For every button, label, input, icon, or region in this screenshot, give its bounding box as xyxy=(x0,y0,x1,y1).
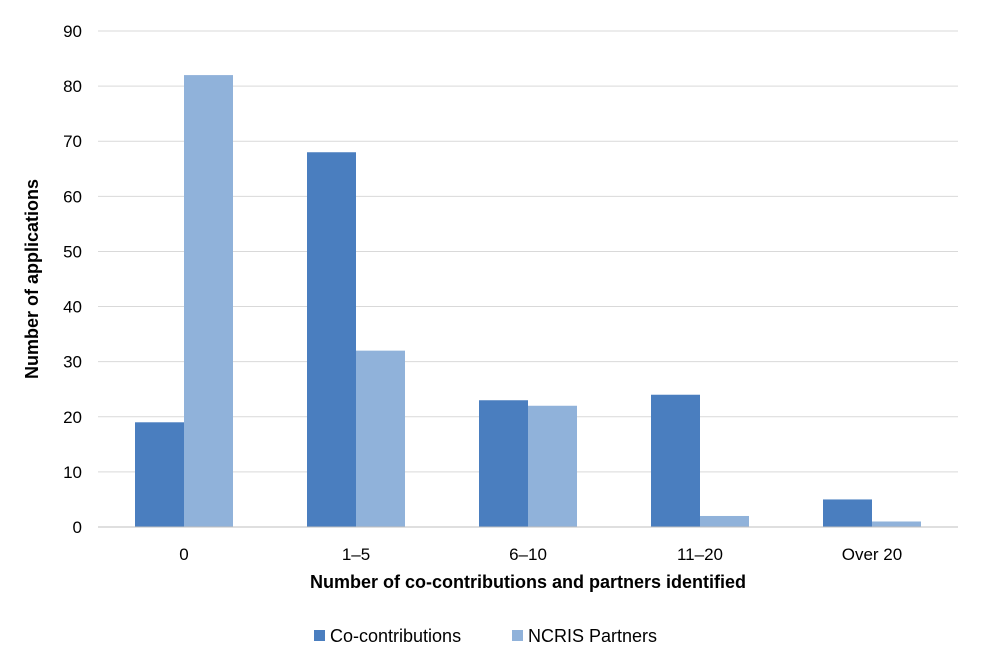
y-tick-label: 80 xyxy=(63,77,82,96)
x-tick-label: 6–10 xyxy=(509,545,547,564)
x-tick-label: 1–5 xyxy=(342,545,370,564)
y-tick-label: 40 xyxy=(63,298,82,317)
bars xyxy=(135,75,921,527)
bar xyxy=(700,515,749,527)
legend-label: NCRIS Partners xyxy=(528,626,657,646)
bar xyxy=(651,394,700,527)
legend-label: Co-contributions xyxy=(330,626,461,646)
legend-swatch xyxy=(512,630,523,641)
y-tick-label: 20 xyxy=(63,408,82,427)
bar xyxy=(307,152,356,527)
y-tick-label: 30 xyxy=(63,353,82,372)
y-tick-label: 10 xyxy=(63,463,82,482)
y-tick-label: 0 xyxy=(73,518,82,537)
x-tick-label: Over 20 xyxy=(842,545,902,564)
y-axis-title: Number of applications xyxy=(22,179,42,379)
bar xyxy=(135,422,184,527)
y-tick-label: 60 xyxy=(63,187,82,206)
gridlines xyxy=(98,30,958,473)
legend: Co-contributions NCRIS Partners xyxy=(314,626,657,646)
x-axis-title: Number of co-contributions and partners … xyxy=(310,572,746,592)
bar xyxy=(528,405,577,527)
bar xyxy=(184,75,233,527)
x-tick-labels: 0 1–5 6–10 11–20 Over 20 xyxy=(179,545,902,564)
bar xyxy=(872,521,921,527)
y-tick-label: 50 xyxy=(63,242,82,261)
y-tick-label: 90 xyxy=(63,22,82,41)
legend-swatch xyxy=(314,630,325,641)
bar xyxy=(823,499,872,527)
x-tick-label: 0 xyxy=(179,545,188,564)
bar xyxy=(479,400,528,527)
y-tick-labels: 0 10 20 30 40 50 60 70 80 90 xyxy=(63,22,82,537)
y-tick-label: 70 xyxy=(63,132,82,151)
x-tick-label: 11–20 xyxy=(677,545,723,564)
bar xyxy=(356,350,405,527)
